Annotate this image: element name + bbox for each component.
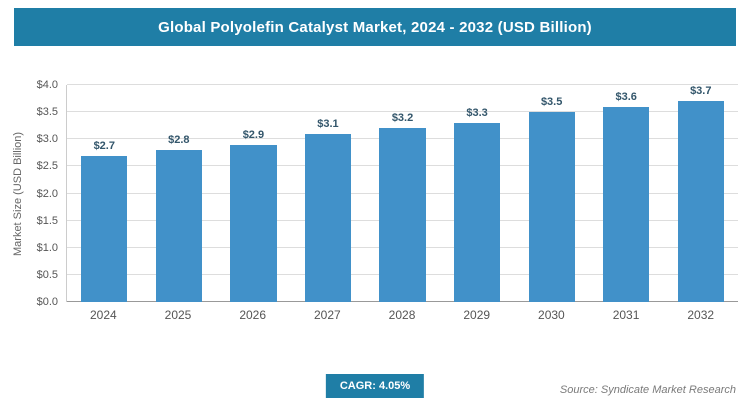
bar-column-2032: $3.7 (664, 85, 739, 302)
x-tick-label-2024: 2024 (89, 308, 117, 322)
bar-2025 (155, 150, 202, 302)
bar-2024 (81, 155, 128, 302)
bar-value-label: $2.8 (168, 134, 190, 147)
bar-2026 (230, 144, 277, 302)
bar-value-label: $3.1 (317, 117, 339, 130)
bar-column-2025: $2.8 (142, 85, 217, 302)
bar-column-2029: $3.3 (440, 85, 515, 302)
bar-column-2024: $2.7 (67, 85, 142, 302)
y-axis-tick-labels: $0.0 $0.5 $1.0 $1.5 $2.0 $2.5 $3.0 $3.5 $4.0 (26, 79, 62, 308)
bar-value-label: $2.7 (93, 139, 115, 152)
bar-value-label: $3.7 (690, 85, 712, 98)
y-tick-label: $0.5 (36, 268, 58, 281)
bar-column-2026: $2.9 (216, 85, 291, 302)
bar-columns: $2.7 $2.8 $2.9 $3.1 $3.2 $3.3 $3.5 $3.6 $3.7 (67, 85, 738, 302)
x-axis-labels: 2024 2025 2026 2027 2028 2029 2030 2031 2032 (66, 308, 738, 322)
cagr-badge: CAGR: 4.05% (325, 374, 425, 398)
y-tick-label: $3.5 (36, 106, 58, 119)
y-tick-label: $1.0 (36, 241, 58, 254)
y-tick-label: $2.5 (36, 160, 58, 173)
chart-title: Global Polyolefin Catalyst Market, 2024 … (158, 18, 592, 36)
bar-2028 (379, 128, 426, 302)
bar-column-2030: $3.5 (514, 85, 589, 302)
x-tick-label-2026: 2026 (239, 308, 267, 322)
x-tick-label-2029: 2029 (463, 308, 491, 322)
bar-value-label: $3.6 (615, 90, 637, 103)
bar-value-label: $3.3 (466, 106, 488, 119)
y-tick-label: $4.0 (36, 79, 58, 91)
y-tick-label: $0.0 (36, 296, 58, 308)
bar-2032 (677, 101, 724, 302)
gridline (67, 111, 738, 113)
y-tick-label: $1.5 (36, 214, 58, 227)
x-tick-label-2028: 2028 (388, 308, 416, 322)
x-tick-label-2025: 2025 (164, 308, 192, 322)
chart-title-bar: Global Polyolefin Catalyst Market, 2024 … (14, 8, 736, 46)
x-tick-label-2032: 2032 (687, 308, 715, 322)
bar-column-2028: $3.2 (365, 85, 440, 302)
gridline (67, 84, 738, 85)
plot-area: $2.7 $2.8 $2.9 $3.1 $3.2 $3.3 $3.5 $3.6 $3.7 (66, 84, 738, 302)
bar-2029 (453, 122, 501, 302)
bar-value-label: $2.9 (242, 128, 265, 141)
bar-2030 (528, 112, 575, 302)
bar-value-label: $3.2 (391, 112, 414, 125)
x-tick-label-2031: 2031 (612, 308, 640, 322)
y-tick-label: $2.0 (36, 187, 58, 200)
bar-2027 (304, 133, 352, 302)
bar-2031 (603, 106, 650, 302)
bar-column-2027: $3.1 (291, 85, 366, 302)
bar-column-2031: $3.6 (589, 85, 664, 302)
bar-value-label: $3.5 (540, 96, 563, 109)
x-tick-label-2030: 2030 (538, 308, 565, 322)
x-tick-label-2027: 2027 (314, 308, 341, 322)
y-tick-label: $3.0 (36, 133, 58, 146)
source-text: Source: Syndicate Market Research (559, 384, 736, 396)
